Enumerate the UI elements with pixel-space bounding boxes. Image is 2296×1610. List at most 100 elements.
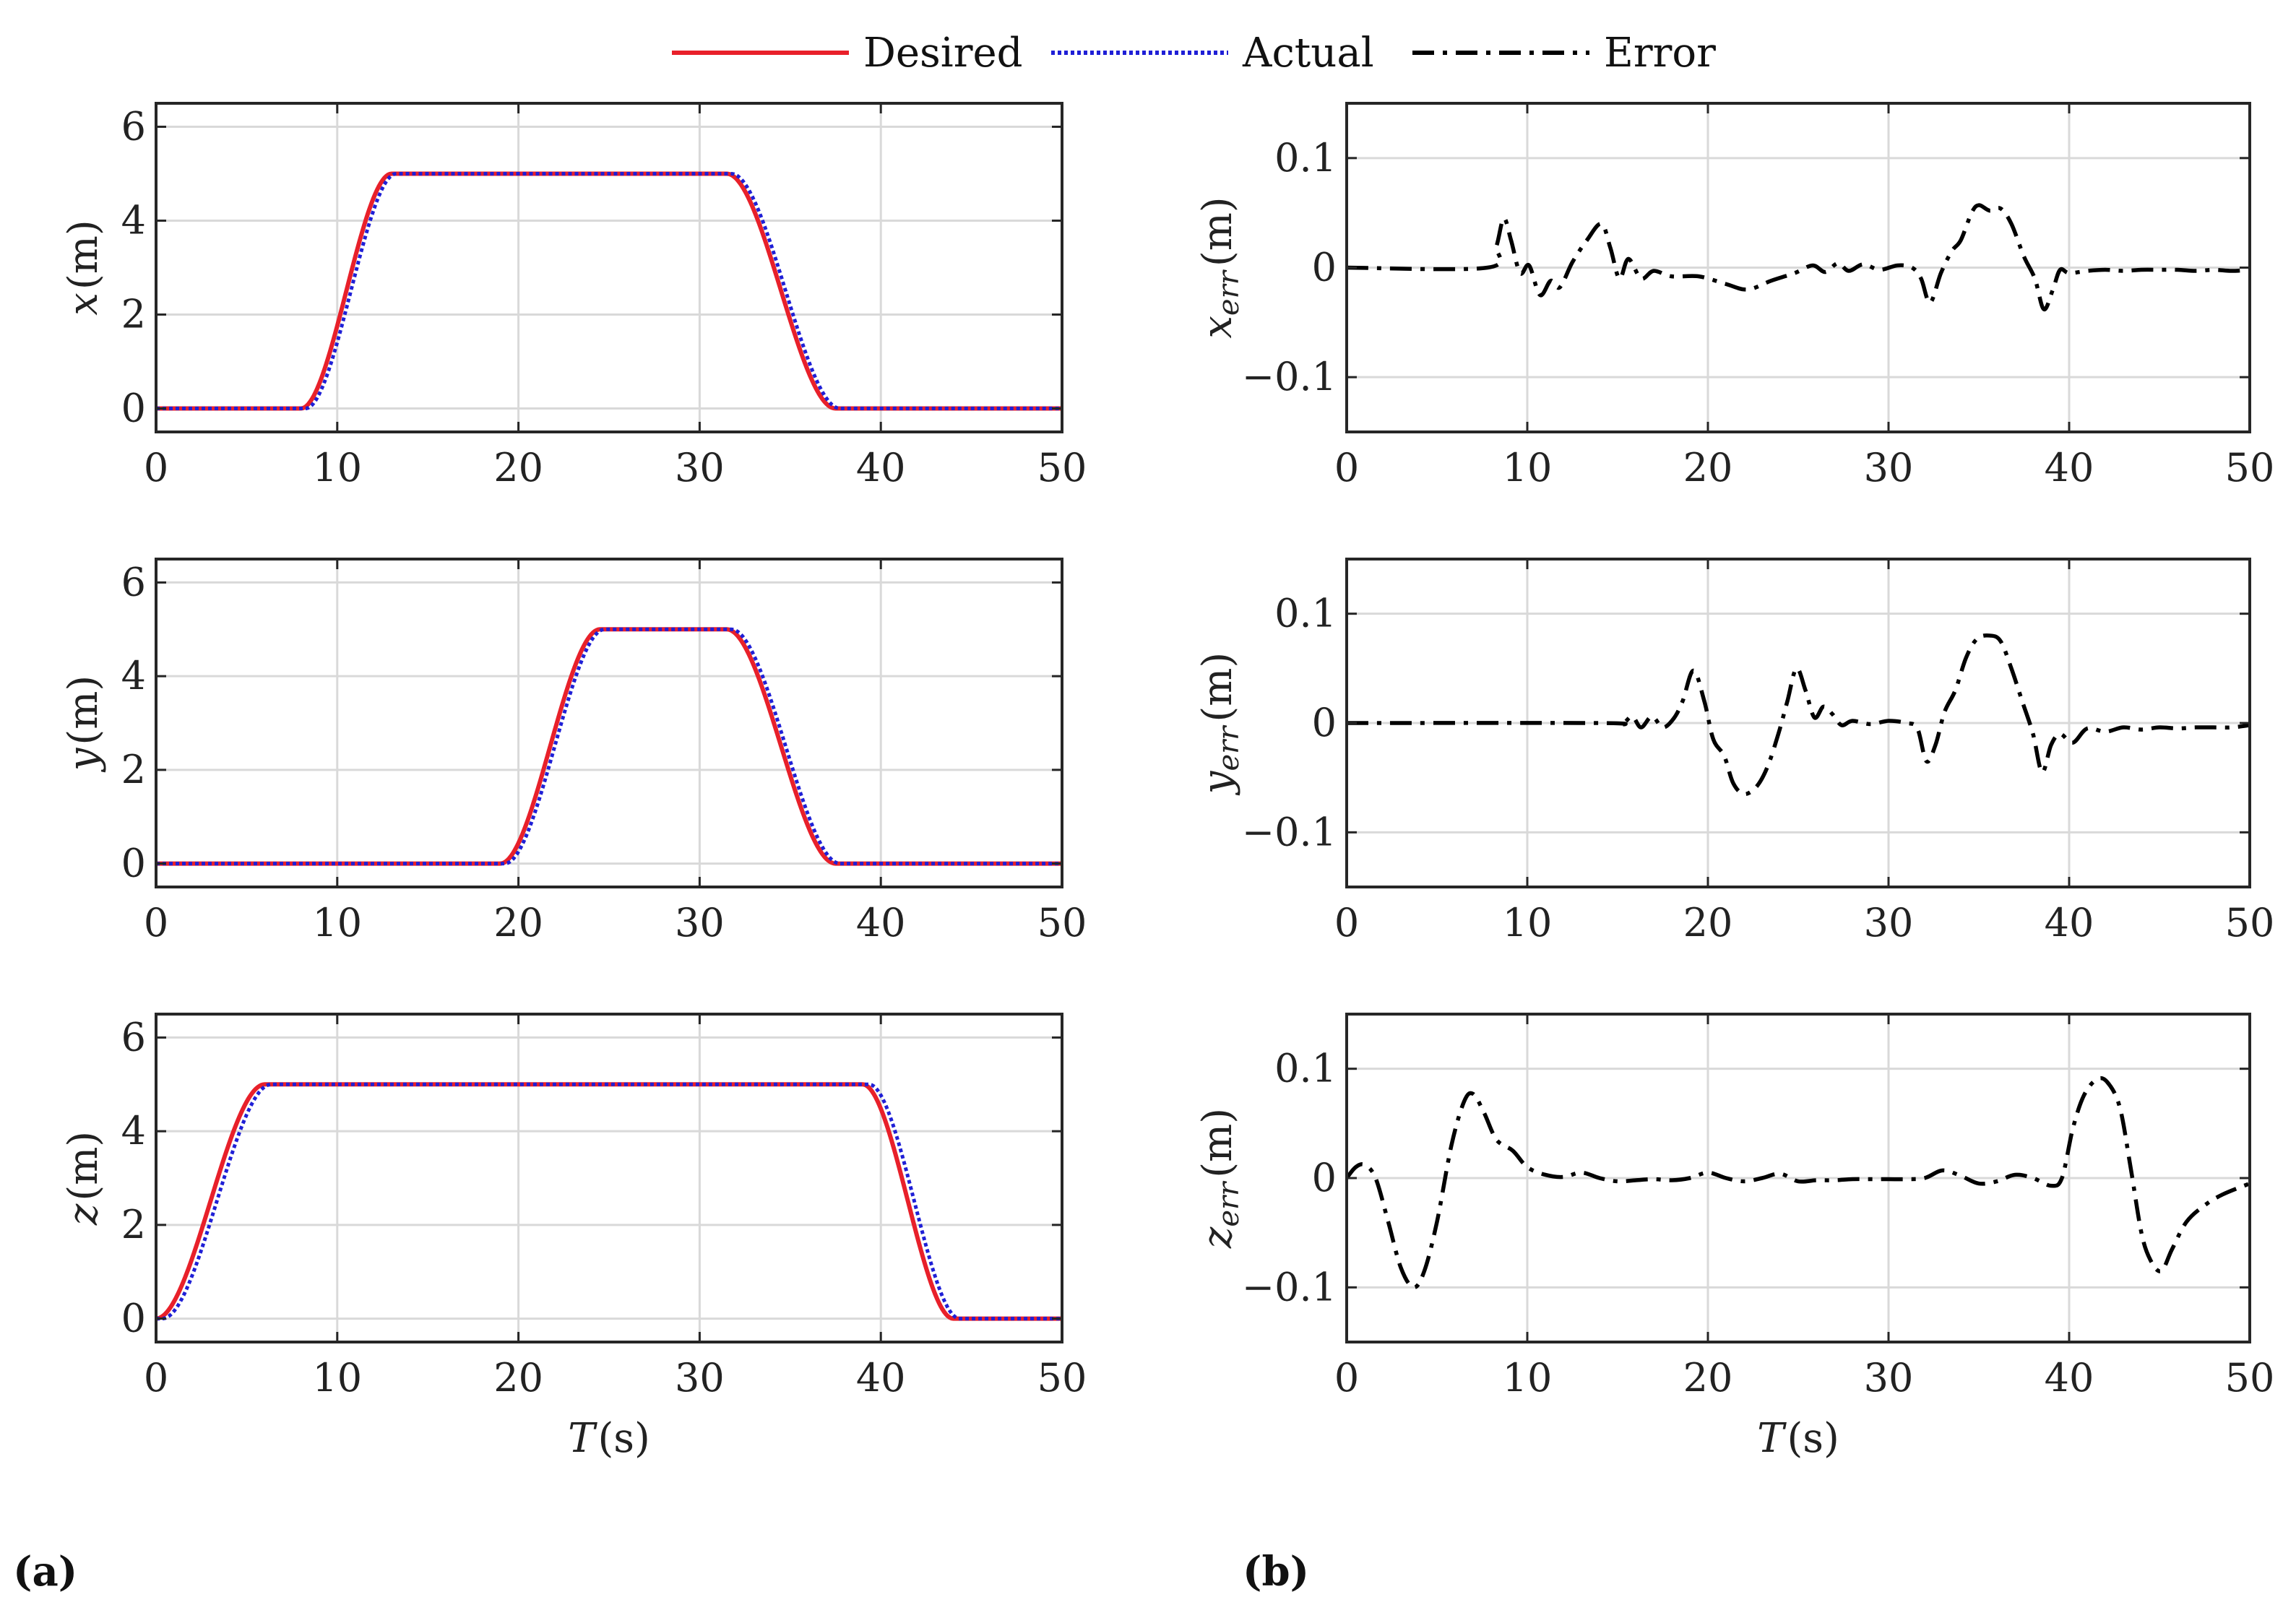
y-axis-label-y: y(m) <box>60 675 107 773</box>
tick-label-x: 0 <box>1334 900 1359 945</box>
tick-label-x: 40 <box>2045 1355 2094 1401</box>
tick-label-y: −0.1 <box>1242 1264 1337 1310</box>
series-group-xerr <box>1347 203 2250 311</box>
y-axis-label-var: x <box>60 293 107 316</box>
tick-label-y: 6 <box>121 104 146 150</box>
series-group-z <box>156 1082 1062 1321</box>
y-axis-label-unit: (m) <box>60 675 107 745</box>
series-group-x <box>156 171 1062 411</box>
tick-label-x: 40 <box>2045 900 2094 945</box>
tick-label-x: 0 <box>1334 445 1359 490</box>
chart-z: 0 10 20 30 40 50 0 2 4 6 z(m) T(s) <box>60 1013 1087 1462</box>
y-axis-label-xerr: xerr(m) <box>1194 196 1246 338</box>
y-axis-label-sub: err <box>1212 724 1246 771</box>
tick-label-x: 30 <box>675 900 725 945</box>
x-axis-label-unit: (s) <box>597 1415 649 1462</box>
y-axis-label-sub: err <box>1212 1180 1246 1227</box>
series-line-error <box>1347 203 2250 311</box>
chart-x: 0 10 20 30 40 50 0 2 4 6 x (m) <box>60 102 1087 490</box>
series-line-desired <box>156 171 1062 411</box>
series-line-error <box>1347 1076 2250 1290</box>
axes-box-z <box>155 1013 1063 1343</box>
legend-label-error: Error <box>1604 30 1716 77</box>
y-axis-label-sub: err <box>1212 269 1246 316</box>
y-axis-label-unit: (m) <box>60 1131 107 1201</box>
panel-labels: (a) (b) <box>13 1548 1309 1596</box>
tick-label-y: 0.1 <box>1274 135 1337 181</box>
ticks-y: 0 10 20 30 40 50 0 2 4 6 <box>121 559 1087 945</box>
legend-item-desired: Desired <box>672 30 1022 77</box>
y-axis-label-var: z <box>1194 1226 1241 1249</box>
y-axis-label-zerr: zerr(m) <box>1194 1108 1246 1249</box>
series-line-error <box>1347 633 2250 797</box>
x-axis-label-zerr: T(s) <box>1757 1415 1839 1462</box>
x-axis-label-var: T <box>1757 1415 1787 1462</box>
tick-label-y: 0.1 <box>1274 591 1337 636</box>
tick-label-x: 30 <box>675 445 725 490</box>
tick-label-x: 30 <box>1864 900 1914 945</box>
tick-label-y: 0 <box>1312 245 1337 290</box>
tick-label-x: 10 <box>312 445 362 490</box>
tick-label-y: 0 <box>121 1296 146 1341</box>
tick-label-x: 10 <box>1503 445 1553 490</box>
chart-zerr: 0 10 20 30 40 50 −0.1 0 0.1 zerr(m) T(s) <box>1194 1013 2274 1462</box>
tick-label-y: 0 <box>121 386 146 431</box>
tick-label-y: 4 <box>121 653 146 698</box>
x-axis-label-var: T <box>568 1415 597 1462</box>
series-line-actual <box>156 627 1062 866</box>
tick-label-x: 10 <box>312 1355 362 1401</box>
tick-label-x: 30 <box>1864 1355 1914 1401</box>
y-axis-label-unit: (m) <box>1194 196 1241 267</box>
tick-label-y: 0 <box>1312 1155 1337 1200</box>
y-axis-label-yerr: yerr(m) <box>1194 652 1246 796</box>
tick-label-x: 20 <box>1683 1355 1733 1401</box>
chart-xerr: 0 10 20 30 40 50 −0.1 0 0.1 xerr(m) <box>1194 102 2274 490</box>
tick-label-x: 50 <box>2225 1355 2275 1401</box>
tick-label-y: −0.1 <box>1242 809 1337 854</box>
y-axis-label-var: y <box>1194 770 1241 796</box>
tick-label-x: 0 <box>144 445 168 490</box>
ticks-yerr: 0 10 20 30 40 50 −0.1 0 0.1 <box>1242 559 2274 945</box>
tick-label-x: 10 <box>1503 900 1553 945</box>
series-group-yerr <box>1347 633 2250 797</box>
tick-label-x: 20 <box>493 900 543 945</box>
tick-label-x: 30 <box>675 1355 725 1401</box>
ticks-xerr: 0 10 20 30 40 50 −0.1 0 0.1 <box>1242 103 2274 490</box>
tick-label-x: 50 <box>2225 900 2275 945</box>
tick-label-x: 50 <box>1037 445 1087 490</box>
tick-label-x: 20 <box>1683 445 1733 490</box>
tick-label-x: 0 <box>144 900 168 945</box>
series-line-actual <box>156 172 1062 410</box>
y-axis-label-var: y <box>60 747 107 773</box>
grid-y <box>156 559 1062 887</box>
x-axis-label-unit: (s) <box>1787 1415 1839 1462</box>
chart-yerr: 0 10 20 30 40 50 −0.1 0 0.1 yerr(m) <box>1194 558 2274 945</box>
axes-box-y <box>155 558 1063 888</box>
x-axis-label-z: T(s) <box>568 1415 650 1462</box>
series-line-actual <box>156 1082 1062 1321</box>
series-group-y <box>156 627 1062 866</box>
y-axis-label-z: z(m) <box>60 1131 107 1226</box>
y-axis-label-var: x <box>1194 316 1241 339</box>
legend-label-actual: Actual <box>1242 30 1374 77</box>
panel-label-b: (b) <box>1243 1548 1309 1596</box>
grid-x <box>156 103 1062 432</box>
tick-label-x: 0 <box>1334 1355 1359 1401</box>
tick-label-x: 40 <box>2045 445 2094 490</box>
legend-item-actual: Actual <box>1051 30 1374 77</box>
tick-label-y: 0.1 <box>1274 1046 1337 1091</box>
tick-label-x: 10 <box>312 900 362 945</box>
tick-label-x: 50 <box>1037 1355 1087 1401</box>
y-axis-label-unit: (m) <box>60 220 107 290</box>
ticks-zerr: 0 10 20 30 40 50 −0.1 0 0.1 <box>1242 1014 2274 1401</box>
y-axis-label-var: z <box>60 1203 107 1226</box>
tick-label-x: 20 <box>493 1355 543 1401</box>
series-line-desired <box>156 1082 1062 1321</box>
tick-label-y: 4 <box>121 1108 146 1154</box>
y-axis-label-x: x (m) <box>60 220 107 315</box>
tick-label-y: −0.1 <box>1242 354 1337 399</box>
tick-label-y: 2 <box>121 747 146 792</box>
ticks-x: 0 10 20 30 40 50 0 2 4 6 <box>121 103 1087 490</box>
tick-label-y: 6 <box>121 559 146 605</box>
tick-label-y: 2 <box>121 1202 146 1247</box>
